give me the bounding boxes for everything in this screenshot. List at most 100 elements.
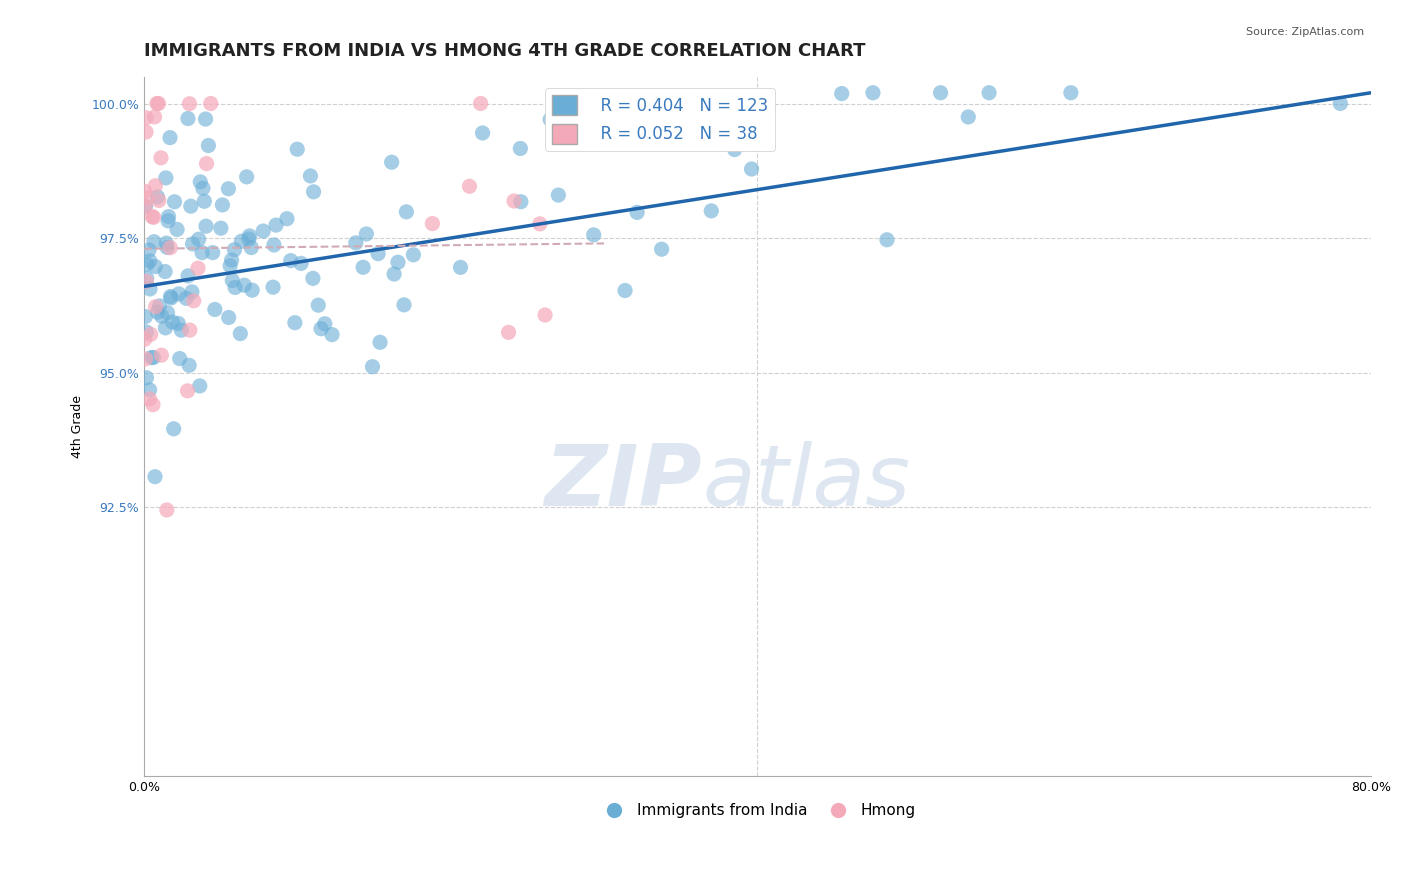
Point	[167, 286, 190, 301]
Point	[145, 300, 167, 314]
Point	[626, 205, 648, 219]
Point	[302, 271, 325, 285]
Point	[195, 156, 218, 170]
Point	[138, 383, 160, 397]
Point	[201, 245, 224, 260]
Point	[217, 182, 239, 196]
Point	[143, 469, 166, 483]
Point	[150, 309, 173, 323]
Point	[352, 260, 374, 275]
Point	[179, 359, 201, 373]
Point	[138, 254, 160, 268]
Text: atlas: atlas	[702, 441, 910, 524]
Point	[263, 238, 285, 252]
Point	[174, 291, 197, 305]
Point	[179, 323, 201, 337]
Point	[209, 221, 232, 235]
Point	[159, 289, 181, 303]
Point	[146, 96, 169, 111]
Point	[368, 335, 391, 350]
Point	[143, 110, 166, 124]
Point	[450, 260, 472, 275]
Point	[264, 218, 287, 232]
Point	[179, 96, 201, 111]
Point	[194, 112, 217, 126]
Point	[146, 305, 169, 319]
Point	[163, 194, 186, 209]
Point	[238, 228, 260, 243]
Text: Source: ZipAtlas.com: Source: ZipAtlas.com	[1246, 27, 1364, 37]
Point	[238, 232, 260, 246]
Point	[180, 285, 202, 299]
Point	[204, 302, 226, 317]
Point	[141, 351, 163, 365]
Point	[138, 392, 160, 406]
Point	[229, 326, 252, 341]
Point	[187, 261, 209, 276]
Point	[188, 379, 211, 393]
Point	[134, 199, 156, 213]
Point	[551, 101, 574, 115]
Point	[290, 256, 312, 270]
Point	[724, 143, 747, 157]
Point	[157, 210, 180, 224]
Point	[197, 138, 219, 153]
Point	[169, 351, 191, 366]
Point	[177, 112, 200, 126]
Point	[155, 321, 177, 335]
Point	[309, 322, 332, 336]
Point	[143, 260, 166, 274]
Point	[149, 151, 172, 165]
Point	[188, 175, 211, 189]
Point	[211, 198, 233, 212]
Point	[135, 275, 157, 289]
Point	[299, 169, 322, 183]
Point	[402, 248, 425, 262]
Point	[146, 190, 169, 204]
Point	[163, 422, 186, 436]
Point	[224, 243, 246, 257]
Point	[135, 271, 157, 285]
Point	[162, 315, 184, 329]
Y-axis label: 4th Grade: 4th Grade	[72, 395, 84, 458]
Point	[181, 236, 204, 251]
Point	[139, 282, 162, 296]
Point	[471, 126, 494, 140]
Point	[177, 268, 200, 283]
Point	[156, 503, 179, 517]
Point	[957, 110, 980, 124]
Point	[141, 210, 163, 224]
Point	[741, 161, 763, 176]
Point	[156, 306, 179, 320]
Point	[929, 86, 952, 100]
Point	[458, 179, 481, 194]
Point	[200, 96, 222, 111]
Point	[392, 298, 415, 312]
Point	[191, 245, 214, 260]
Point	[862, 86, 884, 100]
Point	[170, 323, 193, 337]
Text: IMMIGRANTS FROM INDIA VS HMONG 4TH GRADE CORRELATION CHART: IMMIGRANTS FROM INDIA VS HMONG 4TH GRADE…	[143, 42, 866, 60]
Point	[831, 87, 853, 101]
Point	[381, 155, 404, 169]
Point	[187, 232, 209, 246]
Point	[509, 194, 531, 209]
Point	[167, 317, 190, 331]
Point	[240, 241, 263, 255]
Point	[134, 332, 156, 346]
Point	[538, 112, 561, 127]
Point	[221, 253, 243, 268]
Point	[876, 233, 898, 247]
Point	[150, 348, 173, 362]
Point	[240, 283, 263, 297]
Point	[235, 169, 257, 184]
Point	[302, 185, 325, 199]
Point	[614, 284, 637, 298]
Point	[218, 310, 240, 325]
Point	[321, 327, 343, 342]
Point	[361, 359, 384, 374]
Point	[262, 280, 284, 294]
Point	[1060, 86, 1083, 100]
Point	[387, 255, 409, 269]
Point	[148, 96, 170, 111]
